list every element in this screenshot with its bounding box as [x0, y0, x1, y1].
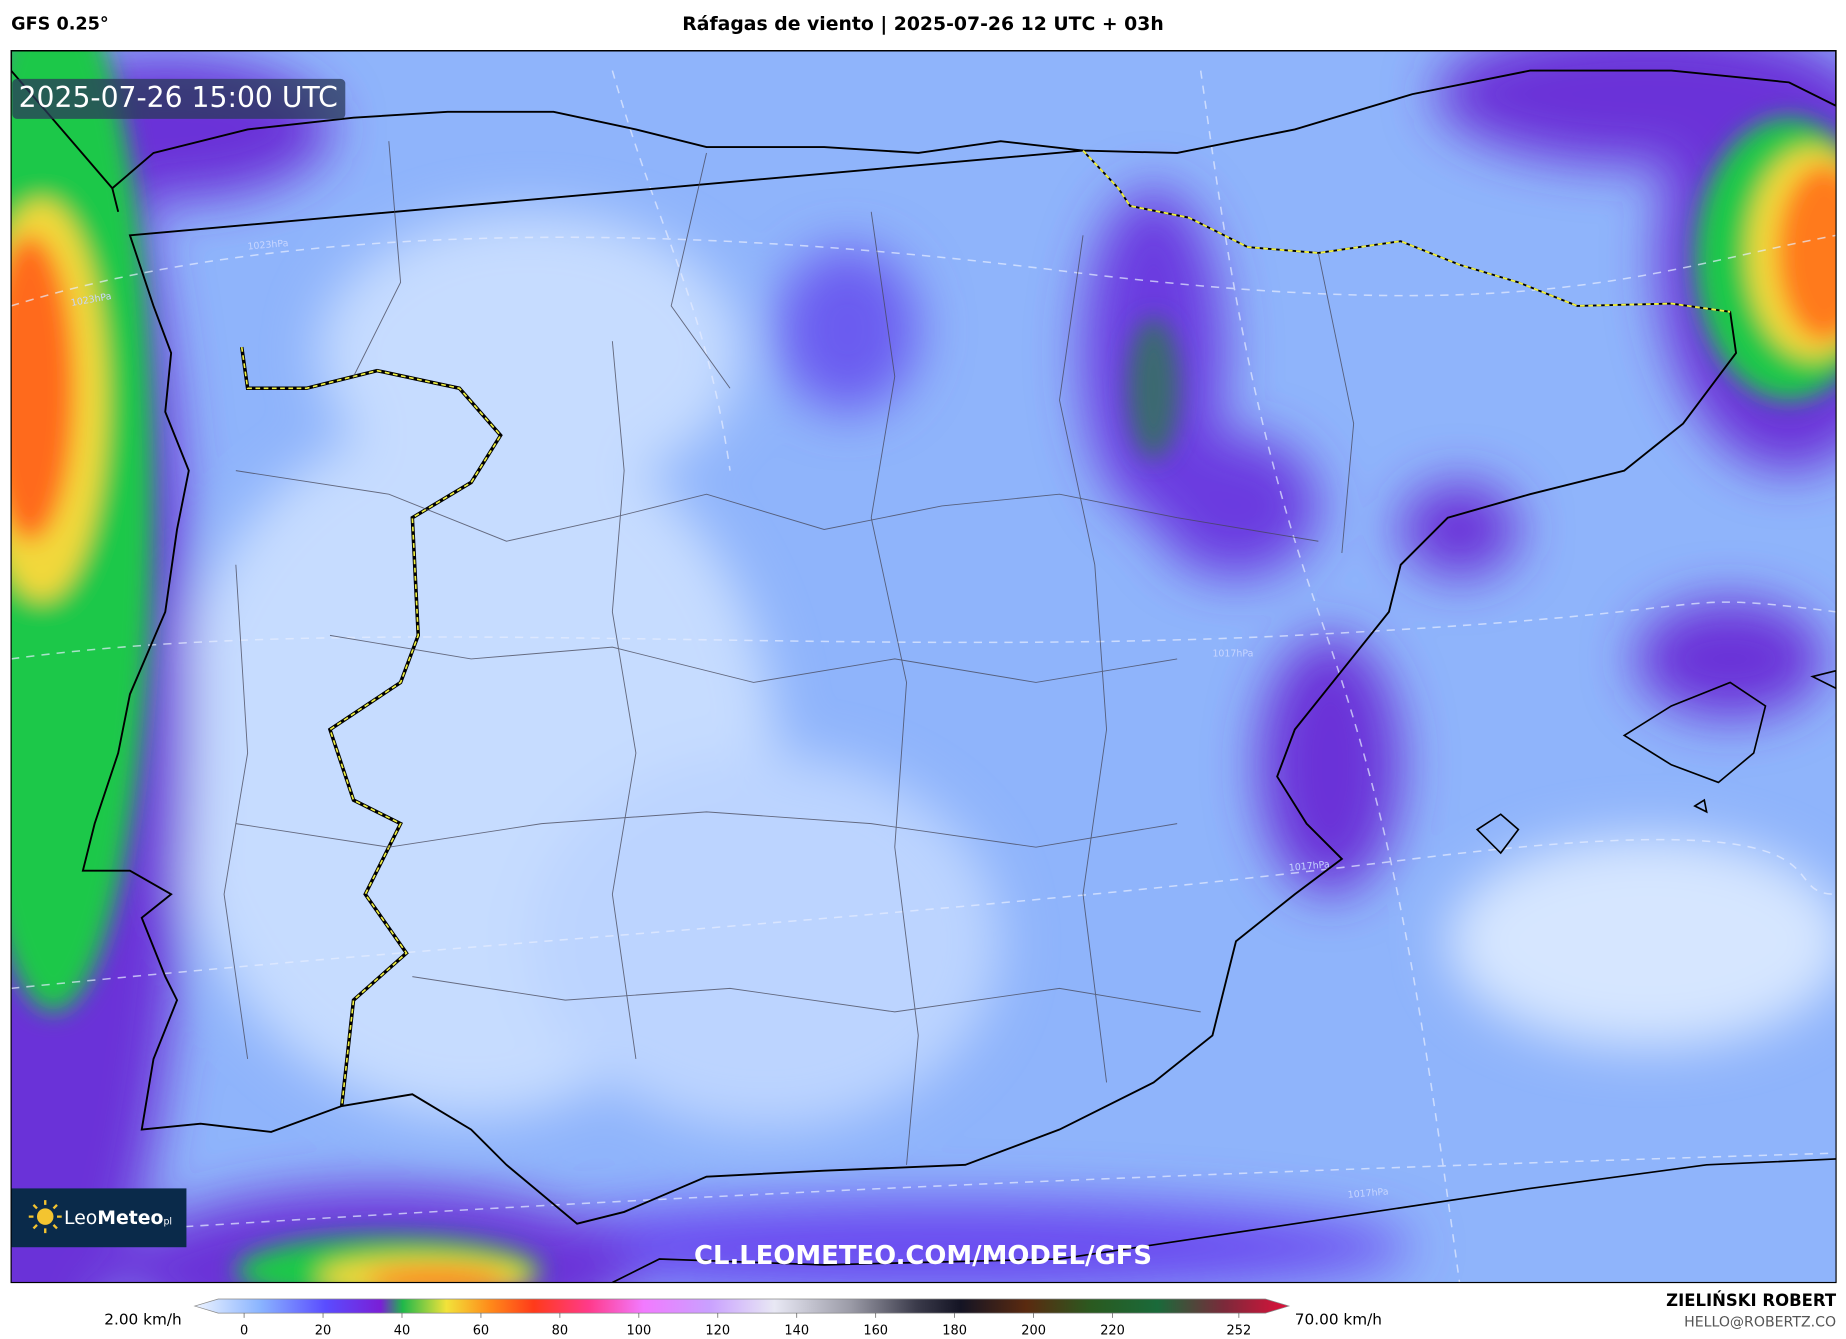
colorbar-tick-label: 220 — [1100, 1323, 1125, 1338]
colorbar — [193, 1298, 1291, 1314]
wind-field — [11, 50, 1837, 1283]
source-url: CL.LEOMETEO.COM/MODEL/GFS — [694, 1241, 1152, 1271]
border-france — [1082, 149, 1731, 313]
author: ZIELIŃSKI ROBERT — [1666, 1291, 1837, 1310]
map-frame — [10, 50, 1837, 1284]
colorbar-tick-label: 252 — [1227, 1323, 1252, 1338]
colorbar-tick-label: 140 — [784, 1323, 809, 1338]
colorbar-tick-label: 200 — [1021, 1323, 1046, 1338]
province-borders — [223, 141, 1355, 1165]
legend-min: 2.00 km/h — [104, 1311, 181, 1329]
timestamp: 2025-07-26 15:00 UTC — [19, 81, 338, 114]
timestamp-box — [12, 78, 346, 119]
map-title: Ráfagas de viento | 2025-07-26 12 UTC + … — [682, 14, 1163, 35]
logo-text: LeoMeteopl — [64, 1207, 172, 1228]
colorbar-tick-label: 100 — [626, 1323, 651, 1338]
logo-bold: Meteo — [97, 1207, 163, 1228]
model-label: GFS 0.25° — [11, 15, 109, 35]
colorbar-tick-label: 80 — [552, 1323, 568, 1338]
colorbar-tick-label: 120 — [705, 1323, 730, 1338]
colorbar-tick-label: 20 — [315, 1323, 331, 1338]
isobars — [11, 70, 1837, 1283]
colorbar-tick-label: 40 — [394, 1323, 410, 1338]
coastline-africa — [612, 1158, 1837, 1283]
colorbar-tick-label: 180 — [942, 1323, 967, 1338]
isobar-label: 1017hPa — [1212, 649, 1253, 660]
logo-light: Leo — [64, 1207, 97, 1228]
colorbar-tick-label: 0 — [240, 1323, 248, 1338]
strong-wind-areas — [11, 50, 1837, 1283]
isobar-label: 1017hPa — [1347, 1186, 1389, 1201]
colorbar-tick-label: 60 — [473, 1323, 489, 1338]
colorbar-tick-label: 160 — [863, 1323, 888, 1338]
logo-suffix: pl — [163, 1216, 172, 1227]
isobar-label: 1017hPa — [1288, 859, 1330, 874]
isobar-label: 1023hPa — [247, 238, 289, 253]
logo-sun — [28, 1200, 62, 1234]
email: HELLO@ROBERTZ.CO — [1684, 1315, 1836, 1331]
coastline-islands — [1475, 669, 1837, 855]
legend-max: 70.00 km/h — [1295, 1311, 1382, 1329]
colorbar-ticks: 0 20 40 60 80 100 120 140 160 180 200 220 252 — [240, 1313, 1251, 1338]
